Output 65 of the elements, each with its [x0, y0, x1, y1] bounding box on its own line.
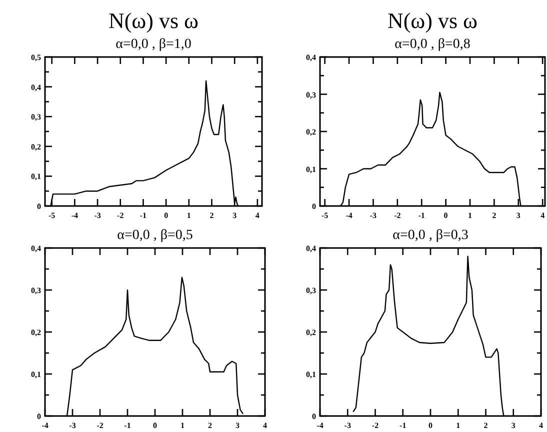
chart-title: N(ω) vs ω — [387, 8, 478, 33]
chart-subtitle: α=0,0 , β=1,0 — [116, 37, 192, 52]
x-tick-label: -3 — [370, 211, 377, 220]
x-tick-label: -1 — [124, 421, 131, 430]
x-tick-label: -4 — [71, 211, 78, 220]
x-tick-label: 3 — [236, 421, 240, 430]
y-tick-label: 0,1 — [31, 370, 41, 379]
y-tick-label: 0,1 — [306, 164, 316, 174]
x-tick-label: -3 — [94, 211, 101, 220]
x-tick-label: -4 — [316, 421, 324, 430]
y-tick-label: 0,4 — [306, 244, 316, 253]
x-tick-label: 3 — [232, 211, 237, 220]
x-tick-label: 0 — [164, 211, 168, 220]
chart-subtitle: α=0,0 , β=0,3 — [392, 228, 468, 243]
x-tick-label: 4 — [540, 211, 545, 220]
x-tick-label: -4 — [42, 421, 48, 430]
y-tick-label: 0,3 — [306, 286, 316, 295]
y-tick-label: 0,3 — [31, 112, 41, 122]
y-tick-label: 0,3 — [306, 90, 316, 100]
x-tick-label: -2 — [372, 421, 379, 430]
x-tick-label: -1 — [400, 421, 406, 430]
x-tick-label: -2 — [117, 211, 124, 220]
x-tick-label: -2 — [394, 211, 401, 220]
chart-title: N(ω) vs ω — [108, 8, 199, 33]
y-tick-label: 0,4 — [31, 244, 41, 253]
y-tick-label: 0,1 — [31, 172, 41, 182]
x-tick-label: 4 — [539, 421, 543, 430]
x-tick-label: 3 — [511, 421, 516, 430]
y-tick-label: 0,4 — [31, 82, 41, 92]
x-tick-label: -5 — [322, 211, 328, 220]
x-tick-label: 2 — [210, 211, 214, 220]
x-tick-label: 1 — [456, 421, 460, 430]
y-tick-label: 0,2 — [31, 142, 41, 152]
y-tick-label: 0,4 — [306, 53, 316, 62]
chart-subtitle: α=0,0 , β=0,5 — [117, 228, 193, 243]
x-tick-label: 4 — [263, 421, 267, 430]
y-tick-label: 0,2 — [306, 328, 316, 337]
x-tick-label: -2 — [96, 421, 104, 430]
x-tick-label: -1 — [140, 211, 147, 220]
y-tick-label: 0,1 — [306, 370, 316, 379]
x-tick-label: -5 — [48, 211, 56, 220]
x-tick-label: 2 — [484, 421, 488, 430]
x-tick-label: 0 — [444, 211, 448, 220]
x-tick-label: -3 — [344, 421, 351, 430]
x-tick-label: -1 — [418, 211, 425, 220]
y-tick-label: 0 — [312, 202, 316, 211]
x-tick-label: 3 — [516, 211, 520, 220]
x-tick-label: 1 — [468, 211, 472, 220]
x-tick-label: -4 — [346, 211, 352, 220]
y-tick-label: 0,5 — [31, 53, 41, 62]
y-tick-label: 0 — [37, 202, 41, 211]
y-tick-label: 0,2 — [306, 128, 316, 136]
x-tick-label: 1 — [180, 421, 184, 430]
x-tick-label: 2 — [208, 421, 212, 430]
y-tick-label: 0 — [37, 412, 41, 421]
x-tick-label: -3 — [69, 421, 76, 430]
y-tick-label: 0,3 — [31, 286, 41, 295]
y-tick-label: 0,2 — [31, 328, 41, 337]
x-tick-label: 4 — [255, 211, 260, 220]
x-tick-label: 0 — [428, 421, 432, 430]
y-tick-label: 0 — [312, 412, 316, 421]
x-tick-label: 0 — [153, 421, 157, 430]
x-tick-label: 2 — [492, 211, 496, 220]
x-tick-label: 1 — [186, 211, 191, 220]
chart-subtitle: α=0,0 , β=0,8 — [394, 37, 470, 52]
